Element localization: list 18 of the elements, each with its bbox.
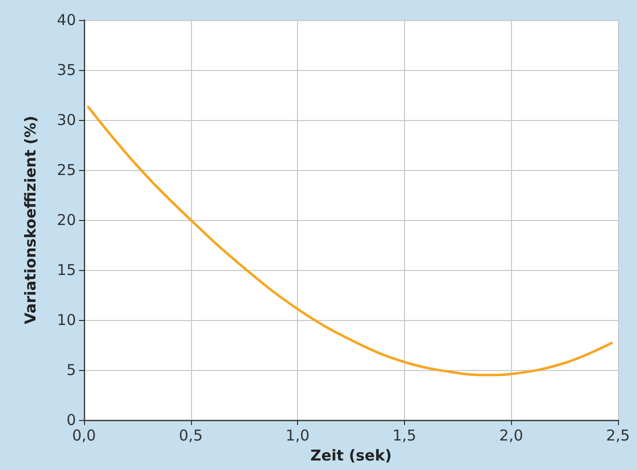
y-tick-label: 40: [56, 11, 76, 29]
x-tick-label: 1,0: [286, 426, 310, 444]
y-tick-label: 0: [66, 411, 76, 429]
y-tick-label: 15: [56, 261, 76, 279]
x-tick-label: 0,0: [72, 426, 96, 444]
y-tick-label: 30: [56, 111, 76, 129]
x-tick-label: 0,5: [178, 426, 203, 444]
y-tick-label: 10: [56, 311, 76, 329]
y-tick-label: 25: [56, 161, 76, 179]
x-axis-title: Zeit (sek): [310, 446, 392, 464]
x-tick-label: 2,0: [499, 426, 524, 444]
x-tick-label: 2,5: [606, 426, 630, 444]
x-tick-label: 1,5: [392, 426, 416, 444]
y-tick-label: 35: [56, 61, 76, 79]
y-tick-label: 20: [56, 211, 76, 229]
line-series: [87, 106, 613, 376]
y-axis-title: Variationskoeffizient (%): [22, 116, 40, 324]
y-tick-label: 5: [66, 361, 76, 379]
